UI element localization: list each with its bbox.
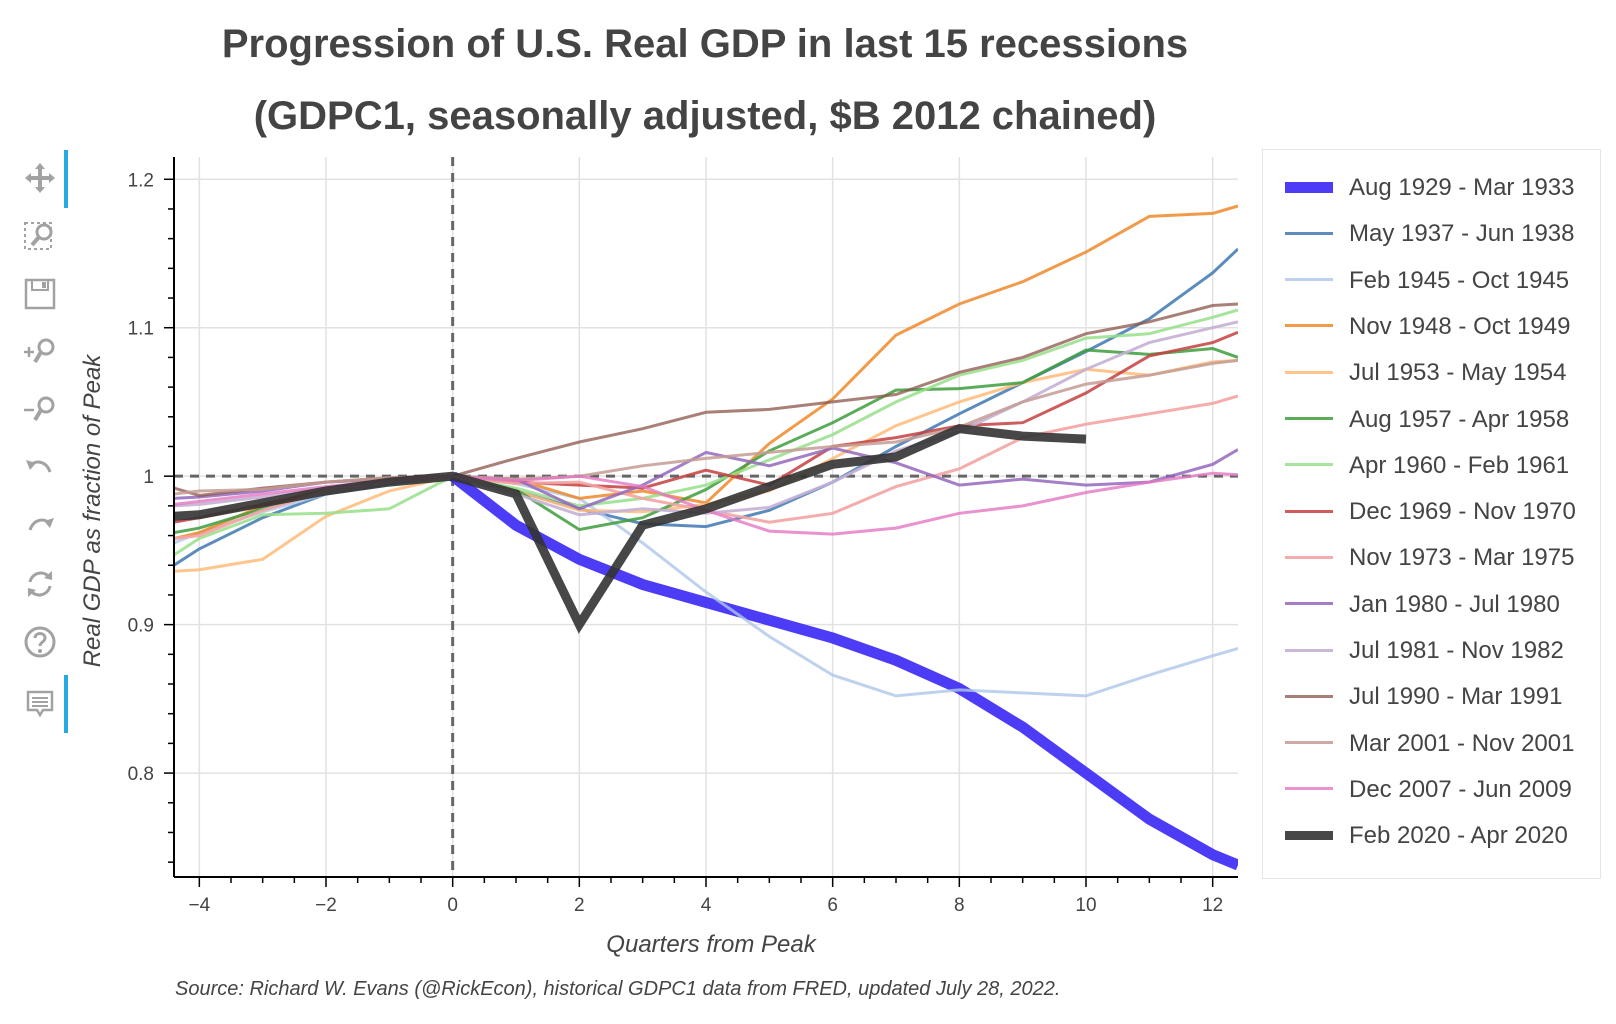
- active-tool-indicator: [64, 150, 68, 208]
- active-inspect-indicator: [64, 675, 68, 733]
- redo-tool-icon[interactable]: [18, 504, 62, 548]
- legend: Aug 1929 - Mar 1933 May 1937 - Jun 1938 Fe…: [1262, 149, 1601, 879]
- legend-label: Feb 2020 - Apr 2020: [1349, 822, 1568, 850]
- legend-swatch: [1285, 555, 1333, 559]
- legend-swatch: [1285, 278, 1333, 282]
- series-line-14: [174, 424, 1087, 634]
- legend-item[interactable]: Jul 1953 - May 1954: [1263, 353, 1600, 393]
- y-tick-label: 1: [143, 467, 154, 488]
- y-tick-label: 1.2: [128, 170, 154, 191]
- legend-label: Nov 1973 - Mar 1975: [1349, 544, 1575, 572]
- undo-tool-icon[interactable]: [18, 446, 62, 490]
- save-tool-icon[interactable]: [18, 272, 62, 316]
- x-tick-label: 2: [574, 895, 585, 916]
- legend-item[interactable]: Apr 1960 - Feb 1961: [1263, 446, 1600, 486]
- y-tick-label: 0.8: [128, 764, 154, 785]
- y-tick-label: 0.9: [128, 616, 154, 637]
- x-tick-label: 12: [1202, 895, 1223, 916]
- legend-swatch: [1285, 648, 1333, 652]
- legend-item[interactable]: Nov 1948 - Oct 1949: [1263, 307, 1600, 347]
- legend-label: Jul 1953 - May 1954: [1349, 359, 1567, 387]
- legend-item[interactable]: Feb 1945 - Oct 1945: [1263, 261, 1600, 301]
- zoom-in-tool-icon[interactable]: [18, 330, 62, 374]
- legend-label: Nov 1948 - Oct 1949: [1349, 312, 1571, 340]
- legend-label: Dec 2007 - Jun 2009: [1349, 775, 1572, 803]
- legend-item[interactable]: Aug 1929 - Mar 1933: [1263, 168, 1600, 208]
- help-tool-icon[interactable]: [18, 620, 62, 664]
- legend-item[interactable]: Jan 1980 - Jul 1980: [1263, 585, 1600, 625]
- x-axis-label: Quarters from Peak: [606, 931, 817, 958]
- axes: −4 −2 0 2 4 6 8 10 12 0.8 0.9 1 1.1 1.2: [128, 157, 1238, 916]
- legend-swatch: [1285, 741, 1333, 745]
- chart-subtitle: (GDPC1, seasonally adjusted, $B 2012 cha…: [253, 94, 1157, 138]
- chart-toolbar: [18, 150, 70, 770]
- legend-swatch: [1285, 694, 1333, 698]
- legend-item[interactable]: Dec 1969 - Nov 1970: [1263, 492, 1600, 532]
- legend-item[interactable]: Mar 2001 - Nov 2001: [1263, 724, 1600, 764]
- legend-item[interactable]: Nov 1973 - Mar 1975: [1263, 538, 1600, 578]
- legend-swatch: [1285, 509, 1333, 513]
- box-zoom-tool-icon[interactable]: [18, 214, 62, 258]
- series-line-6: [174, 308, 1238, 557]
- pan-tool-icon[interactable]: [18, 156, 62, 200]
- legend-label: Jul 1981 - Nov 1982: [1349, 637, 1564, 664]
- x-tick-label: −2: [315, 895, 337, 916]
- legend-label: Jul 1990 - Mar 1991: [1349, 683, 1563, 711]
- legend-item[interactable]: Aug 1957 - Apr 1958: [1263, 400, 1600, 440]
- reset-tool-icon[interactable]: [18, 562, 62, 606]
- legend-label: May 1937 - Jun 1938: [1349, 220, 1575, 248]
- y-tick-label: 1.1: [128, 319, 154, 340]
- legend-label: Mar 2001 - Nov 2001: [1349, 729, 1575, 757]
- legend-swatch: [1285, 231, 1333, 235]
- x-tick-label: 10: [1075, 895, 1096, 916]
- reference-lines: [174, 157, 1238, 877]
- legend-label: Apr 1960 - Feb 1961: [1349, 451, 1570, 479]
- hover-tool-icon[interactable]: [18, 682, 62, 726]
- legend-swatch: [1285, 463, 1333, 467]
- x-tick-label: −4: [188, 895, 210, 916]
- legend-swatch: [1285, 370, 1333, 374]
- legend-item[interactable]: Jul 1981 - Nov 1982: [1263, 631, 1600, 671]
- legend-swatch: [1285, 787, 1333, 791]
- legend-label: Jan 1980 - Jul 1980: [1349, 590, 1560, 618]
- legend-label: Aug 1957 - Apr 1958: [1349, 405, 1570, 433]
- legend-item[interactable]: May 1937 - Jun 1938: [1263, 214, 1600, 254]
- legend-label: Feb 1945 - Oct 1945: [1349, 266, 1570, 294]
- series-line-0: [449, 471, 1238, 871]
- y-axis-label: Real GDP as fraction of Peak: [79, 353, 106, 668]
- x-tick-label: 0: [447, 895, 458, 916]
- x-tick-label: 6: [827, 895, 838, 916]
- legend-swatch: [1285, 324, 1333, 328]
- legend-swatch: [1285, 602, 1333, 606]
- chart-title: Progression of U.S. Real GDP in last 15 …: [221, 22, 1189, 66]
- series-lines: [174, 204, 1238, 871]
- legend-swatch: [1285, 181, 1333, 193]
- x-tick-label: 4: [701, 895, 712, 916]
- legend-swatch: [1285, 830, 1333, 840]
- x-tick-label: 8: [954, 895, 965, 916]
- legend-item[interactable]: Jul 1990 - Mar 1991: [1263, 677, 1600, 717]
- legend-label: Dec 1969 - Nov 1970: [1349, 498, 1576, 526]
- legend-item[interactable]: Dec 2007 - Jun 2009: [1263, 770, 1600, 810]
- zoom-out-tool-icon[interactable]: [18, 388, 62, 432]
- source-note: Source: Richard W. Evans (@RickEcon), hi…: [175, 978, 1061, 1000]
- legend-label: Aug 1929 - Mar 1933: [1349, 174, 1575, 201]
- series-line-12: [174, 358, 1238, 496]
- legend-swatch: [1285, 417, 1333, 420]
- legend-item[interactable]: Feb 2020 - Apr 2020: [1263, 816, 1600, 856]
